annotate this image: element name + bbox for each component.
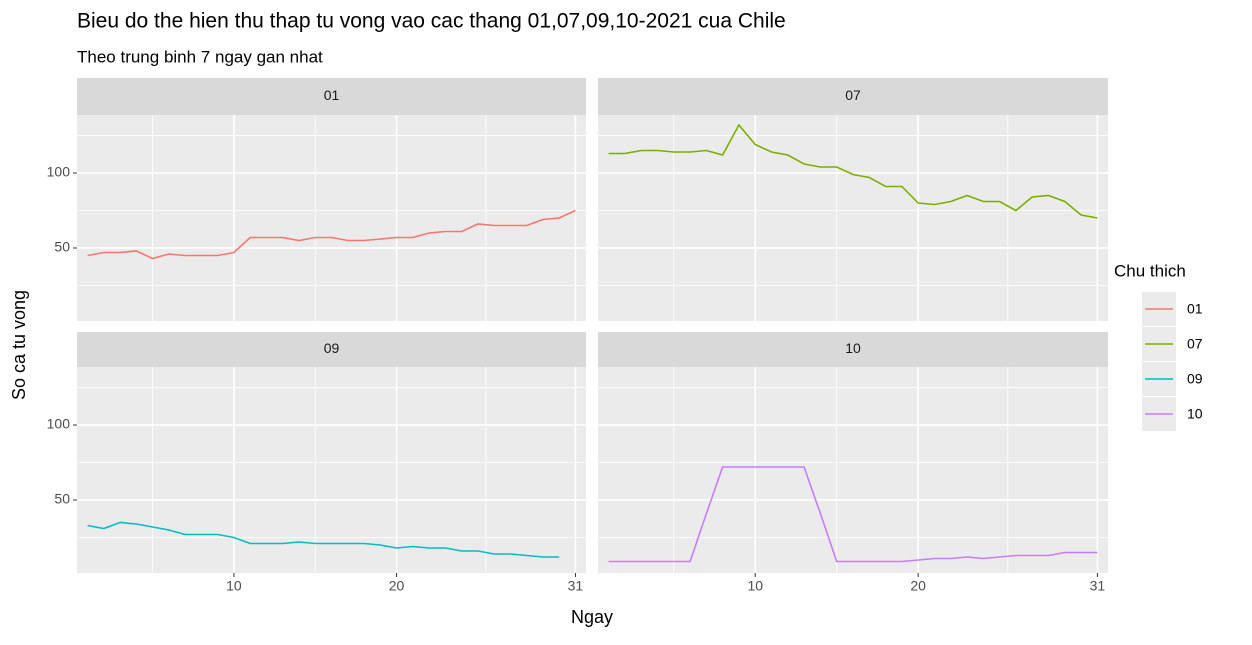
y-tick-label: 50 xyxy=(54,491,70,507)
x-tick-label: 20 xyxy=(389,578,405,594)
chart-title: Bieu do the hien thu thap tu vong vao ca… xyxy=(77,10,786,33)
strip xyxy=(77,332,586,367)
chart-subtitle: Theo trung binh 7 ngay gan nhat xyxy=(77,47,323,66)
strip-label: 01 xyxy=(324,87,340,103)
x-axis-label: Ngay xyxy=(571,607,613,627)
legend-label: 10 xyxy=(1187,406,1203,422)
y-tick-label: 50 xyxy=(54,239,70,255)
legend-label: 07 xyxy=(1187,336,1203,352)
x-tick-label: 31 xyxy=(568,578,584,594)
x-tick-label: 31 xyxy=(1090,578,1106,594)
x-tick-label: 10 xyxy=(226,578,242,594)
panel xyxy=(598,115,1108,321)
y-axis-label: So ca tu vong xyxy=(9,290,29,400)
data-line xyxy=(608,123,1098,219)
panel xyxy=(598,367,1108,573)
strip xyxy=(598,78,1108,115)
legend-title: Chu thich xyxy=(1114,261,1186,280)
legend-label: 01 xyxy=(1187,301,1203,317)
strip-label: 07 xyxy=(845,87,861,103)
panel xyxy=(77,115,586,321)
x-tick-label: 20 xyxy=(910,578,926,594)
data-line xyxy=(87,521,560,558)
data-line xyxy=(87,209,576,260)
y-tick-label: 100 xyxy=(47,416,71,432)
legend-label: 09 xyxy=(1187,371,1203,387)
strip xyxy=(77,78,586,115)
strip-label: 09 xyxy=(324,340,340,356)
data-line xyxy=(608,466,1098,563)
strip-label: 10 xyxy=(845,340,861,356)
y-tick-label: 100 xyxy=(47,164,71,180)
x-tick-label: 10 xyxy=(747,578,763,594)
panel xyxy=(77,367,586,573)
strip xyxy=(598,332,1108,367)
